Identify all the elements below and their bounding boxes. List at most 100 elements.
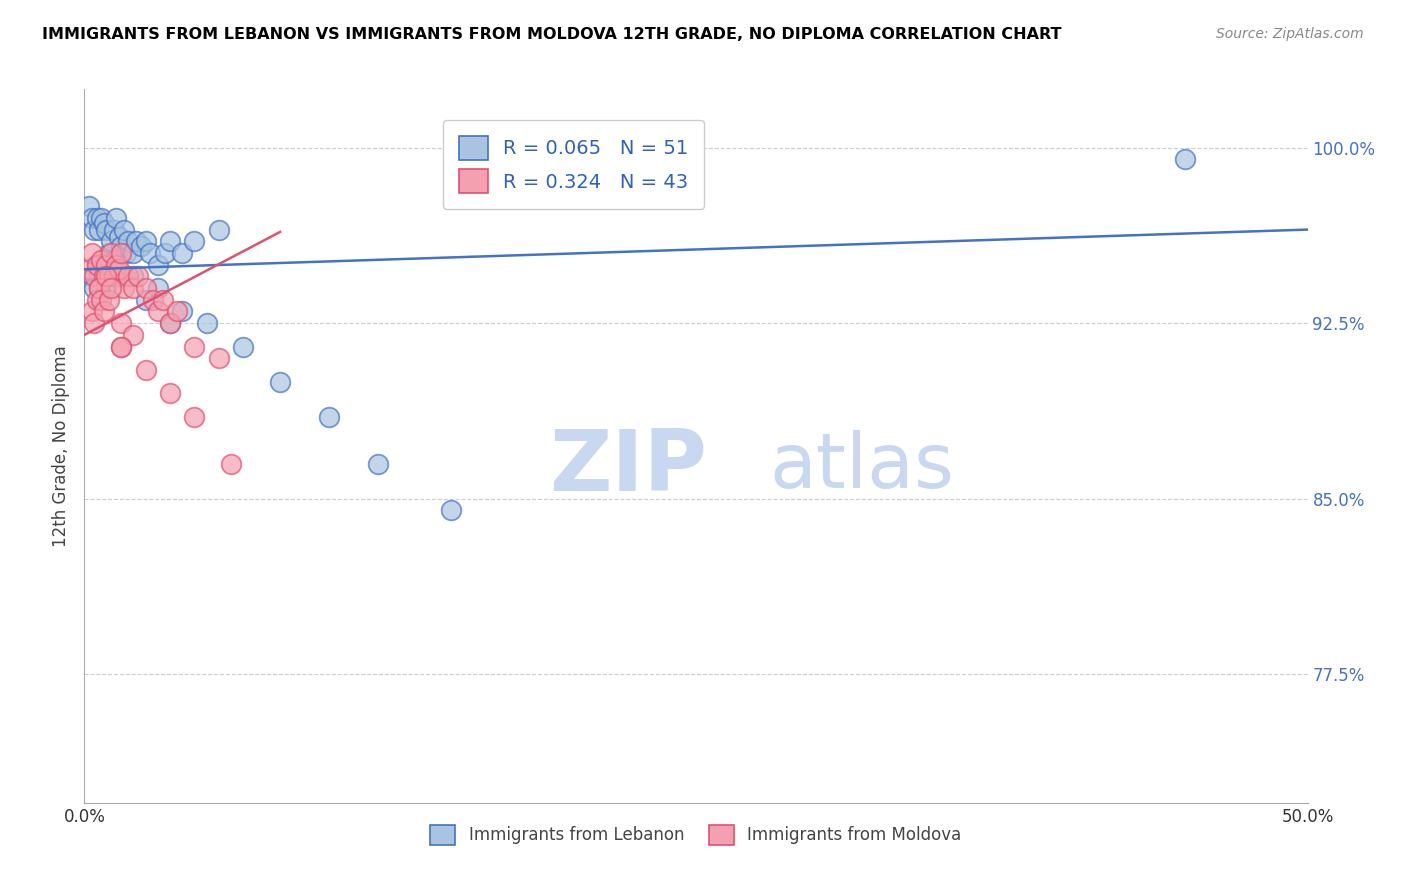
Point (122, 281, 145, 295)
Point (208, 351, 231, 366)
Point (153, 246, 176, 260)
Point (90, 252, 112, 267)
Point (139, 246, 162, 260)
Point (83, 269, 105, 284)
Point (83, 281, 105, 295)
Point (100, 246, 122, 260)
Point (112, 281, 135, 295)
Point (100, 281, 122, 295)
Point (117, 234, 139, 248)
Point (87, 269, 110, 284)
Point (110, 246, 132, 260)
Point (318, 409, 340, 424)
Point (93, 269, 115, 284)
Point (90, 211, 112, 225)
Point (96, 258, 118, 272)
Point (110, 340, 132, 354)
Point (86, 258, 108, 272)
Point (110, 269, 132, 284)
Point (159, 386, 181, 401)
Point (129, 239, 152, 253)
Point (100, 262, 122, 277)
Point (103, 222, 125, 236)
Point (146, 304, 169, 318)
Y-axis label: 12th Grade, No Diploma: 12th Grade, No Diploma (52, 345, 70, 547)
Point (90, 293, 112, 307)
Point (159, 316, 181, 330)
Point (195, 316, 218, 330)
Point (87, 281, 110, 295)
Point (77, 262, 100, 277)
Point (100, 234, 122, 248)
Point (367, 457, 389, 471)
Point (110, 340, 132, 354)
Point (135, 293, 157, 307)
Point (83, 316, 105, 330)
Point (96, 281, 118, 295)
Text: Source: ZipAtlas.com: Source: ZipAtlas.com (1216, 27, 1364, 41)
Point (269, 375, 291, 389)
Point (87, 281, 110, 295)
Point (105, 258, 128, 272)
Point (135, 363, 157, 377)
Point (208, 222, 231, 236)
Point (146, 258, 169, 272)
Point (80, 304, 103, 318)
Point (159, 316, 181, 330)
Point (107, 229, 129, 244)
Point (152, 293, 174, 307)
Point (125, 234, 148, 248)
Point (219, 457, 242, 471)
Point (1174, 153, 1197, 167)
Point (96, 222, 118, 236)
Point (110, 239, 132, 253)
Point (97, 293, 120, 307)
Point (440, 503, 463, 517)
Point (122, 269, 145, 284)
Point (135, 281, 157, 295)
Point (93, 304, 115, 318)
Point (115, 246, 138, 260)
Point (183, 234, 205, 248)
Point (172, 246, 194, 260)
Text: IMMIGRANTS FROM LEBANON VS IMMIGRANTS FROM MOLDOVA 12TH GRADE, NO DIPLOMA CORREL: IMMIGRANTS FROM LEBANON VS IMMIGRANTS FR… (42, 27, 1062, 42)
Point (83, 222, 105, 236)
Point (80, 246, 103, 260)
Point (96, 269, 118, 284)
Point (97, 258, 120, 272)
Point (122, 327, 145, 342)
Point (146, 281, 169, 295)
Point (127, 269, 149, 284)
Point (86, 211, 108, 225)
Point (93, 216, 115, 230)
Point (77, 199, 100, 213)
Point (80, 269, 103, 284)
Point (103, 269, 125, 284)
Point (142, 293, 165, 307)
Point (183, 409, 205, 424)
Point (105, 211, 128, 225)
Point (80, 211, 103, 225)
Point (159, 234, 181, 248)
Point (90, 258, 112, 272)
Point (103, 252, 125, 267)
Point (97, 246, 120, 260)
Point (183, 340, 205, 354)
Point (122, 246, 145, 260)
Point (112, 222, 135, 236)
Point (93, 269, 115, 284)
Point (135, 234, 157, 248)
Point (86, 258, 108, 272)
Point (232, 340, 254, 354)
Point (97, 269, 120, 284)
Legend: Immigrants from Lebanon, Immigrants from Moldova: Immigrants from Lebanon, Immigrants from… (423, 818, 969, 852)
Point (87, 222, 110, 236)
Point (86, 293, 108, 307)
Point (172, 304, 194, 318)
Point (107, 262, 129, 277)
Text: atlas: atlas (769, 431, 955, 504)
Text: ZIP: ZIP (550, 425, 707, 509)
Point (117, 269, 139, 284)
Point (166, 304, 188, 318)
Point (110, 316, 132, 330)
